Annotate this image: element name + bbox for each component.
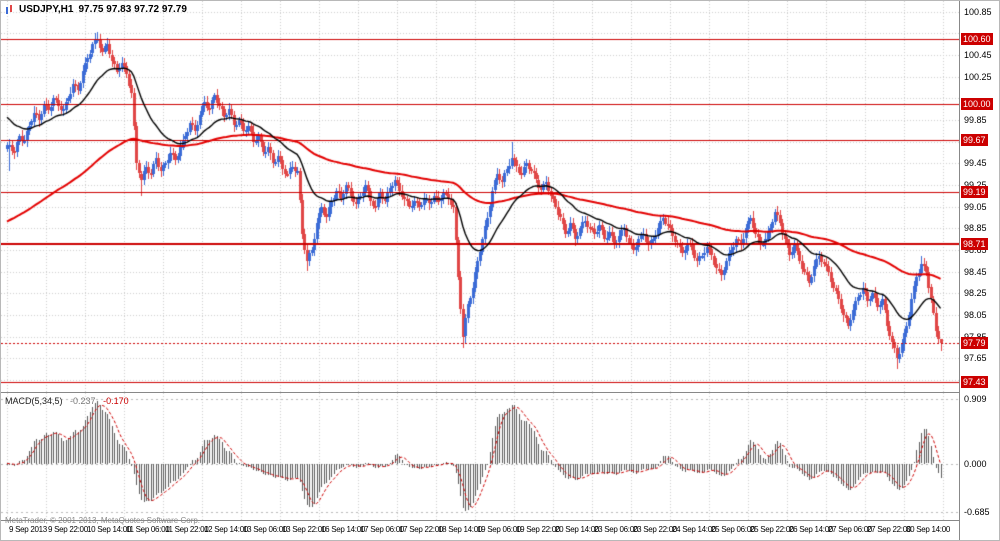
ohlc-values: 97.75 97.83 97.72 97.79: [78, 4, 187, 15]
time-axis-label: 17 Sep 06:00: [360, 525, 404, 534]
time-axis-label: 13 Sep 06:00: [243, 525, 287, 534]
price-tick-label: 99.45: [964, 158, 987, 168]
pane-divider[interactable]: [1, 392, 999, 393]
bid-price-box: 97.79: [961, 337, 988, 349]
chart-title: USDJPY,H1 97.75 97.83 97.72 97.79: [5, 4, 187, 15]
macd-name: MACD(5,34,5): [5, 396, 63, 406]
time-axis-label: 11 Sep 22:00: [165, 525, 209, 534]
time-axis-label: 10 Sep 14:00: [87, 525, 131, 534]
price-tick-label: 98.85: [964, 223, 987, 233]
price-tick-label: 100.25: [964, 72, 992, 82]
time-axis-label: 9 Sep 22:00: [48, 525, 88, 534]
price-tick-label: 99.05: [964, 202, 987, 212]
copyright-text: MetaTrader, © 2001-2013, MetaQuotes Soft…: [5, 516, 201, 525]
price-tick-label: 97.65: [964, 353, 987, 363]
price-level-box: 100.00: [961, 98, 993, 110]
price-tick-label: 98.45: [964, 267, 987, 277]
time-axis-label: 13 Sep 22:00: [282, 525, 326, 534]
time-axis-label: 30 Sep 14:00: [906, 525, 950, 534]
symbol-timeframe-label: USDJPY,H1: [19, 4, 74, 15]
time-axis-label: 16 Sep 14:00: [321, 525, 365, 534]
price-tick-label: 99.25: [964, 180, 987, 190]
time-axis-label: 24 Sep 14:00: [672, 525, 716, 534]
macd-tick-label: -0.685: [964, 507, 990, 517]
macd-indicator-label: MACD(5,34,5) -0.237 -0.170: [5, 396, 129, 406]
time-axis-label: 20 Sep 14:00: [555, 525, 599, 534]
time-axis-label: 27 Sep 22:00: [867, 525, 911, 534]
price-level-box: 98.71: [961, 238, 988, 250]
candlestick-icon: [5, 5, 14, 14]
price-axis[interactable]: 100.85 100.45 100.25 99.85 99.45 99.25 99.05 98…: [959, 1, 999, 540]
time-axis-label: 17 Sep 22:00: [399, 525, 443, 534]
macd-tick-label: 0.909: [964, 394, 987, 404]
price-tick-label: 99.85: [964, 115, 987, 125]
price-level-box: 100.60: [961, 33, 993, 45]
time-axis-label: 25 Sep 22:00: [750, 525, 794, 534]
time-axis-label: 19 Sep 06:00: [477, 525, 521, 534]
time-axis-label: 18 Sep 14:00: [438, 525, 482, 534]
price-tick-label: 100.45: [964, 50, 992, 60]
price-level-box: 97.43: [961, 376, 988, 388]
time-axis-label: 11 Sep 06:00: [126, 525, 170, 534]
time-axis-label: 19 Sep 22:00: [516, 525, 560, 534]
time-axis-label: 12 Sep 14:00: [204, 525, 248, 534]
pane-divider-bottom: [1, 520, 999, 521]
price-tick-label: 98.65: [964, 245, 987, 255]
time-axis[interactable]: 9 Sep 2013 9 Sep 22:00 10 Sep 14:00 11 Sep …: [1, 521, 959, 540]
price-tick-label: 98.25: [964, 288, 987, 298]
macd-chart-canvas[interactable]: [1, 393, 959, 520]
time-axis-label: 23 Sep 06:00: [594, 525, 638, 534]
macd-main-value: -0.237: [70, 396, 96, 406]
price-tick-label: 100.85: [964, 7, 992, 17]
time-axis-label: 23 Sep 22:00: [633, 525, 677, 534]
price-level-box: 99.19: [961, 186, 988, 198]
time-axis-label: 26 Sep 14:00: [789, 525, 833, 534]
price-level-box: 99.67: [961, 134, 988, 146]
time-axis-label: 25 Sep 06:00: [711, 525, 755, 534]
time-axis-label: 27 Sep 06:00: [828, 525, 872, 534]
price-chart-canvas[interactable]: [1, 1, 959, 392]
macd-tick-label: 0.000: [964, 459, 987, 469]
macd-signal-value: -0.170: [103, 396, 129, 406]
price-tick-label: 98.05: [964, 310, 987, 320]
time-axis-label: 9 Sep 2013: [9, 525, 47, 534]
